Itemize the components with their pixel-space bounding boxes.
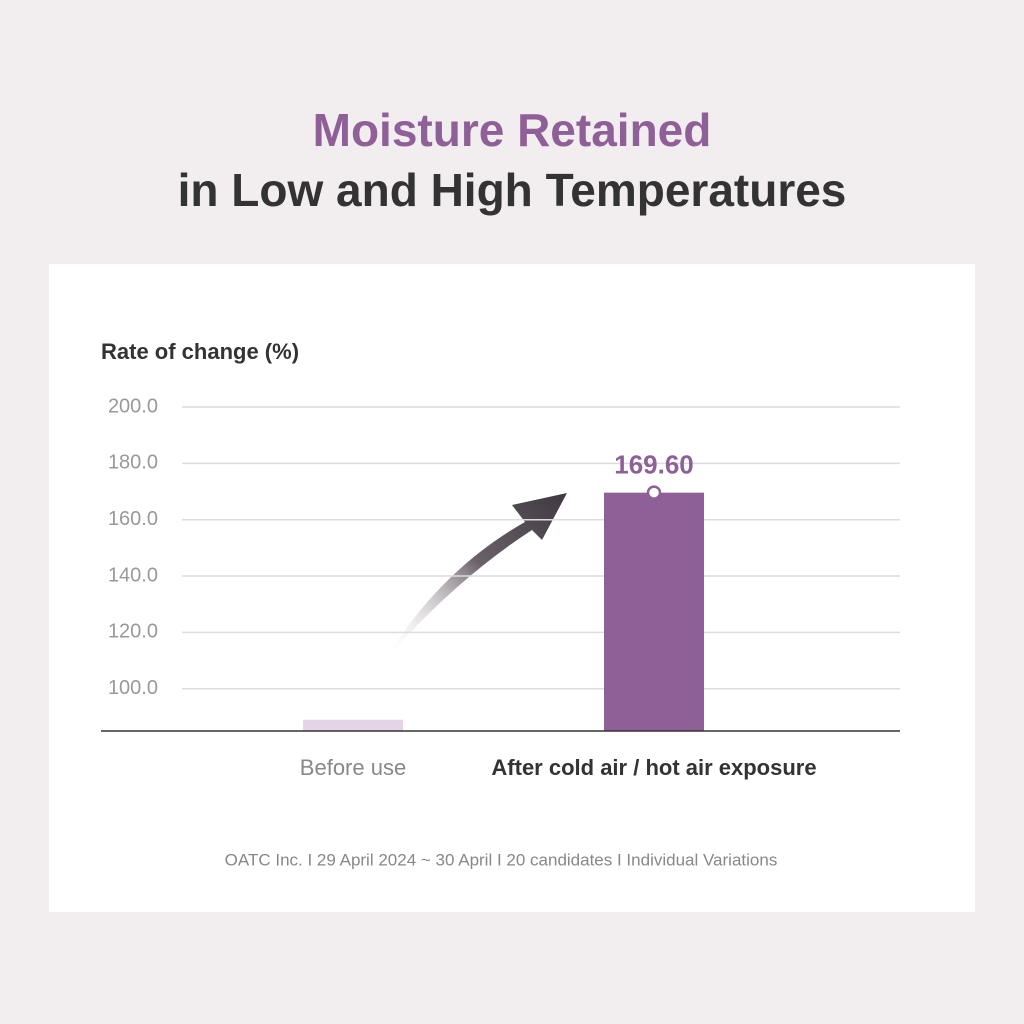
y-tick-label: 160.0 <box>108 508 158 530</box>
chart-subtitle: in Low and High Temperatures <box>178 164 847 216</box>
y-tick-label: 180.0 <box>108 452 158 474</box>
y-tick-label: 100.0 <box>108 677 158 699</box>
card <box>49 264 975 912</box>
bar <box>303 719 403 731</box>
x-tick-label: Before use <box>300 755 406 780</box>
x-tick-label: After cold air / hot air exposure <box>491 755 816 780</box>
y-tick-label: 120.0 <box>108 621 158 643</box>
value-label: 169.60 <box>614 450 694 480</box>
y-tick-label: 140.0 <box>108 564 158 586</box>
y-axis-label: Rate of change (%) <box>101 339 299 364</box>
trend-arrow <box>385 493 567 660</box>
footnote: OATC Inc. I 29 April 2024 ~ 30 April I 2… <box>225 850 778 869</box>
value-marker <box>646 485 662 500</box>
y-tick-label: 200.0 <box>108 395 158 417</box>
bar <box>604 492 704 731</box>
chart-title: Moisture Retained <box>313 104 712 156</box>
